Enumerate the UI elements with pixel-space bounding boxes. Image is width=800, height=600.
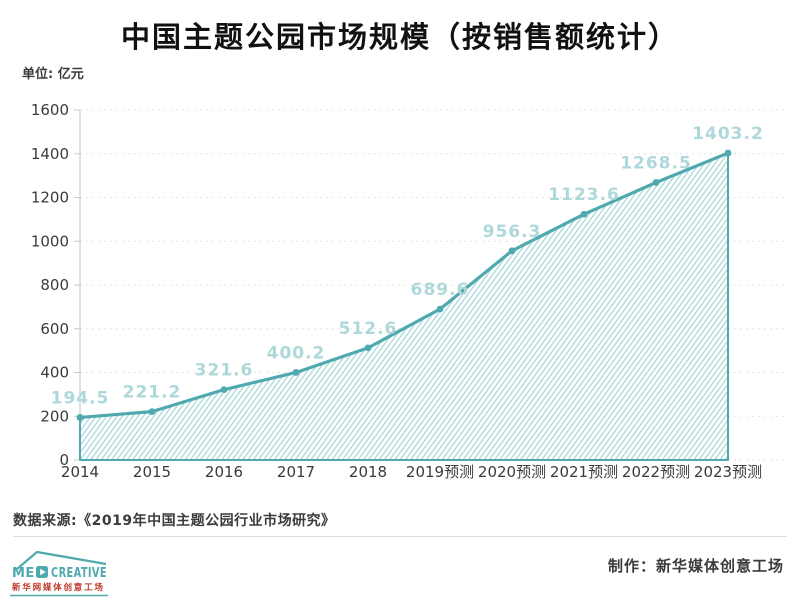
data-label: 321.6 (195, 361, 254, 381)
credit-text: 制作：新华媒体创意工场 (607, 557, 784, 575)
data-label: 512.6 (339, 319, 398, 339)
data-point (220, 386, 228, 394)
x-tick-label: 2023预测 (694, 463, 762, 481)
y-tick-label: 1200 (31, 189, 69, 207)
medcreative-logo: ME CREATIVE 新华网媒体创意工场 (10, 550, 108, 597)
data-point (652, 179, 660, 186)
footer-divider (13, 536, 787, 537)
data-label: 194.5 (51, 388, 110, 408)
data-point (364, 344, 372, 352)
series-line (78, 151, 730, 420)
area-series (76, 149, 732, 461)
data-point (508, 247, 516, 255)
data-label: 956.3 (483, 222, 542, 242)
y-tick-label: 800 (40, 276, 69, 294)
data-point (436, 305, 444, 313)
data-point (148, 408, 156, 416)
data-point (580, 210, 588, 218)
x-tick-label: 2014 (61, 463, 99, 481)
y-tick-label: 0 (59, 451, 69, 469)
logo-brand-me: ME (12, 566, 35, 581)
data-point (292, 369, 300, 376)
x-tick-label: 2020预测 (478, 463, 546, 481)
y-axis-labels: 0 200 400 600 800 1000 1200 1400 1600 (31, 101, 69, 469)
data-label: 400.2 (267, 343, 326, 363)
x-tick-label: 2016 (205, 463, 243, 481)
page-title: 中国主题公园市场规模（按销售额统计） (120, 20, 679, 54)
area-hatch-fill (79, 152, 729, 461)
y-tick-label: 400 (40, 364, 69, 382)
x-axis-labels: 2014 2015 2016 2017 2018 2019预测 2020预测 2021预测 20… (61, 463, 762, 481)
y-tick-label: 1000 (31, 232, 69, 250)
data-labels: 194.5 221.2 321.6 400.2 512.6 689.6 956.3 1123.… (51, 124, 764, 408)
logo-brand-creative: CREATIVE (51, 566, 107, 581)
y-tick-label: 600 (40, 320, 69, 338)
data-label: 1268.5 (620, 154, 692, 174)
x-tick-label: 2015 (133, 463, 171, 481)
data-label: 221.2 (123, 383, 182, 403)
data-point (76, 414, 84, 421)
market-size-area-chart: 0 200 400 600 800 1000 1200 1400 1600 2014 2015 201… (31, 101, 788, 481)
x-tick-label: 2022预测 (622, 463, 690, 481)
y-tick-label: 200 (40, 407, 69, 425)
data-source-text: 数据来源:《2019年中国主题公园行业市场研究》 (13, 513, 336, 529)
data-label: 1403.2 (692, 124, 764, 144)
unit-label: 单位: 亿元 (22, 67, 84, 82)
logo-subtitle: 新华网媒体创意工场 (12, 582, 105, 593)
x-tick-label: 2021预测 (550, 463, 618, 481)
data-label: 689.6 (411, 280, 470, 300)
y-tick-label: 1600 (31, 101, 69, 119)
x-tick-label: 2019预测 (406, 463, 474, 481)
y-tick-label: 1400 (31, 145, 69, 163)
logo-roof-icon (16, 550, 107, 570)
logo-play-triangle-icon (40, 568, 46, 576)
x-tick-label: 2017 (277, 463, 315, 481)
data-point (724, 149, 732, 157)
x-tick-label: 2018 (349, 463, 387, 481)
data-label: 1123.6 (548, 185, 620, 205)
